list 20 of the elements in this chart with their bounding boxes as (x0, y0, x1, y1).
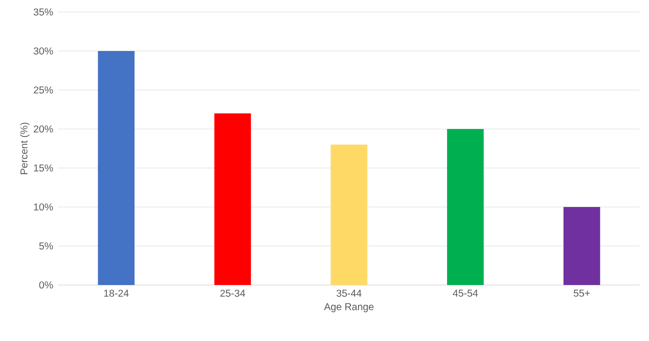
y-tick-label: 5% (39, 242, 53, 250)
x-axis-title: Age Range (324, 303, 374, 312)
y-tick-label: 35% (34, 8, 53, 16)
y-tick-label: 0% (39, 281, 53, 289)
x-tick-label: 55+ (574, 290, 590, 297)
bar (447, 128, 484, 285)
y-axis-title: Percent (%) (20, 122, 30, 174)
bar (98, 50, 135, 285)
y-tick-label: 30% (34, 47, 53, 55)
y-tick-label: 25% (34, 86, 53, 94)
y-tick-label: 20% (34, 125, 53, 133)
x-tick-label: 45-54 (452, 290, 478, 297)
bar (330, 144, 368, 285)
bar (214, 113, 251, 285)
x-tick-label: 25-34 (220, 290, 246, 297)
y-tick-label: 10% (34, 203, 53, 211)
bar (563, 206, 600, 285)
x-tick-label: 18-24 (104, 290, 129, 297)
x-tick-label: 35-44 (336, 290, 362, 297)
y-tick-label: 15% (34, 164, 53, 172)
